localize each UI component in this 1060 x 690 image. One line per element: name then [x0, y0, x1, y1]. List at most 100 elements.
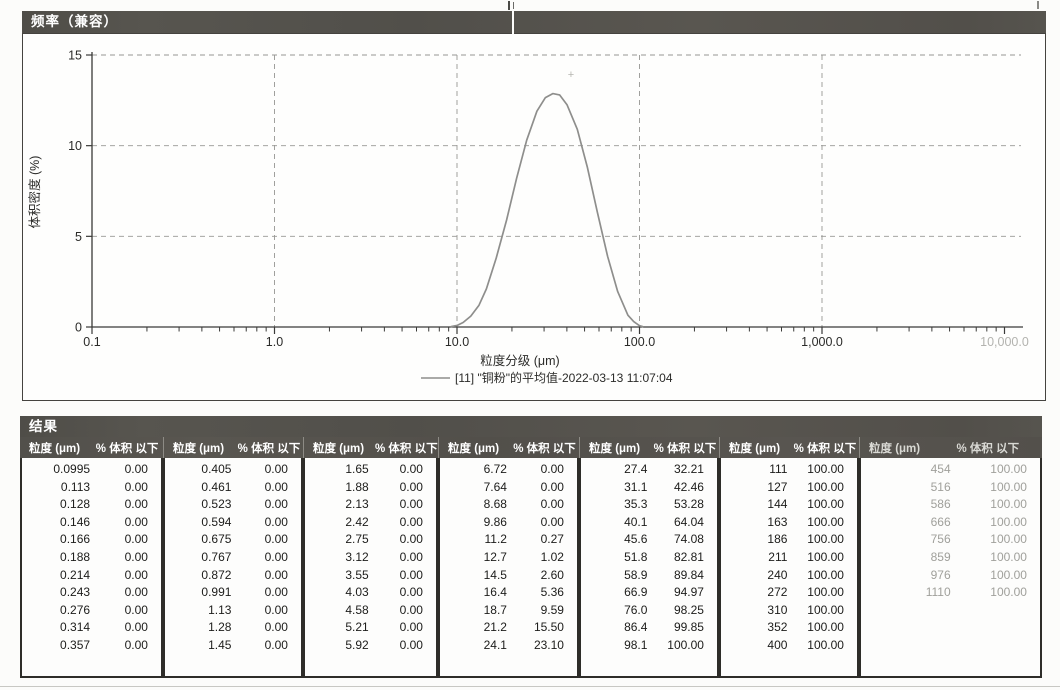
size-cell: 127 — [767, 479, 788, 494]
pct-cell: 100.00 — [807, 497, 844, 512]
size-cell: 1.28 — [208, 620, 232, 635]
table-row: 1110 100.00 — [861, 584, 1040, 602]
pct-cell: 0.00 — [124, 637, 148, 652]
size-cell: 1.45 — [208, 637, 232, 652]
scan-artifact-mark — [1037, 1, 1039, 9]
table-row: 6.72 0.00 — [440, 461, 577, 479]
table-row: 0.523 0.00 — [165, 496, 301, 514]
chart-panel-title: 频率（兼容） — [31, 14, 118, 29]
pct-cell: 100.00 — [990, 549, 1027, 564]
x-tick-label: 0.1 — [83, 335, 100, 349]
size-cell: 240 — [767, 567, 788, 582]
pct-cell: 100.00 — [990, 532, 1027, 547]
table-row: 24.1 23.10 — [440, 637, 577, 655]
pct-cell: 0.00 — [399, 497, 423, 512]
frequency-chart-panel: 0.1 1.0 10.0 100.0 1,000.0 10,000.0 0 5 10 15 体积密度… — [22, 33, 1046, 401]
table-row: 1.65 0.00 — [305, 461, 436, 479]
pct-cell: 64.04 — [673, 514, 704, 529]
pct-cell: 100.00 — [667, 637, 704, 652]
pct-column-header: % 体积 以下 — [956, 442, 1020, 455]
pct-cell: 0.00 — [124, 549, 148, 564]
size-cell: 3.12 — [345, 549, 369, 564]
pct-column-header: % 体积 以下 — [375, 442, 438, 455]
table-row: 111 100.00 — [721, 461, 857, 479]
column-group-header: 粒度 (μm) % 体积 以下 — [579, 437, 719, 458]
size-cell: 352 — [767, 620, 788, 635]
table-row: 5.92 0.00 — [305, 637, 436, 655]
table-row: 3.12 0.00 — [305, 549, 436, 567]
table-row: 0.314 0.00 — [22, 619, 161, 637]
pct-cell: 0.00 — [540, 462, 564, 476]
table-row: 31.1 42.46 — [581, 479, 717, 497]
pct-cell: 0.00 — [124, 497, 148, 512]
size-cell: 400 — [767, 637, 788, 652]
table-row: 144 100.00 — [721, 496, 857, 514]
pct-cell: 0.00 — [264, 462, 288, 476]
size-cell: 35.3 — [624, 497, 648, 512]
pct-column-header: % 体积 以下 — [653, 442, 717, 455]
size-cell: 516 — [930, 479, 951, 494]
pct-cell: 0.00 — [399, 462, 423, 476]
size-cell: 756 — [930, 532, 951, 547]
size-cell: 163 — [767, 514, 788, 529]
pct-cell: 100.00 — [990, 585, 1027, 600]
column-group-header: 粒度 (μm) % 体积 以下 — [438, 437, 579, 458]
pct-cell: 100.00 — [807, 602, 844, 617]
table-row: 0.128 0.00 — [22, 496, 161, 514]
pct-cell: 100.00 — [807, 532, 844, 547]
size-cell: 1110 — [925, 585, 951, 600]
size-cell: 0.594 — [201, 514, 232, 529]
table-row: 1.13 0.00 — [165, 602, 301, 620]
size-cell: 272 — [767, 585, 788, 600]
pct-cell: 0.00 — [264, 637, 288, 652]
size-cell: 0.214 — [60, 567, 91, 582]
table-row: 0.991 0.00 — [165, 584, 301, 602]
size-cell: 4.58 — [345, 602, 369, 617]
column-group-box: 111 100.00 127 100.00 144 100.00 163 100.00 186 1… — [719, 458, 859, 678]
table-row: 21.2 15.50 — [440, 619, 577, 637]
pct-cell: 15.50 — [533, 620, 564, 635]
pct-cell: 100.00 — [990, 514, 1027, 529]
table-row: 0.594 0.00 — [165, 514, 301, 532]
column-group-box: 1.65 0.00 1.88 0.00 2.13 0.00 2.42 0.00 2.75 0.00… — [303, 458, 438, 678]
size-cell: 45.6 — [624, 532, 648, 547]
size-cell: 0.675 — [201, 532, 232, 547]
table-row: 35.3 53.28 — [581, 496, 717, 514]
pct-cell: 0.00 — [124, 479, 148, 494]
size-cell: 98.1 — [624, 637, 648, 652]
table-row: 4.03 0.00 — [305, 584, 436, 602]
size-cell: 31.1 — [624, 479, 648, 494]
table-row: 76.0 98.25 — [581, 602, 717, 620]
pct-cell: 23.10 — [533, 637, 564, 652]
chart-panel-title-bar: 频率（兼容） — [22, 11, 1046, 33]
size-cell: 3.55 — [345, 567, 369, 582]
column-group-header: 粒度 (μm) % 体积 以下 — [859, 437, 1042, 458]
pct-cell: 100.00 — [807, 549, 844, 564]
size-cell: 58.9 — [624, 567, 648, 582]
table-row: 0.113 0.00 — [22, 479, 161, 497]
pct-column-header: % 体积 以下 — [513, 442, 576, 455]
scan-artifact-edge — [0, 686, 1060, 687]
table-row: 0.405 0.00 — [165, 461, 301, 479]
size-cell: 0.461 — [201, 479, 232, 494]
size-cell: 51.8 — [624, 549, 648, 564]
size-cell: 144 — [767, 497, 788, 512]
pct-cell: 98.25 — [673, 602, 704, 617]
pct-cell: 0.00 — [264, 567, 288, 582]
pct-column-header: % 体积 以下 — [237, 442, 301, 455]
size-cell: 1.65 — [345, 462, 369, 476]
size-cell: 0.276 — [60, 602, 91, 617]
size-cell: 666 — [930, 514, 951, 529]
size-cell: 211 — [768, 549, 788, 564]
size-cell: 0.243 — [60, 585, 91, 600]
table-row: 1.88 0.00 — [305, 479, 436, 497]
scan-artifact-mark — [513, 2, 514, 9]
table-row: 2.42 0.00 — [305, 514, 436, 532]
pct-cell: 0.00 — [264, 602, 288, 617]
pct-cell: 53.28 — [673, 497, 704, 512]
size-cell: 186 — [767, 532, 788, 547]
size-cell: 18.7 — [483, 602, 507, 617]
pct-cell: 89.84 — [673, 567, 704, 582]
pct-cell: 0.00 — [540, 479, 564, 494]
table-row: 976 100.00 — [861, 567, 1040, 585]
